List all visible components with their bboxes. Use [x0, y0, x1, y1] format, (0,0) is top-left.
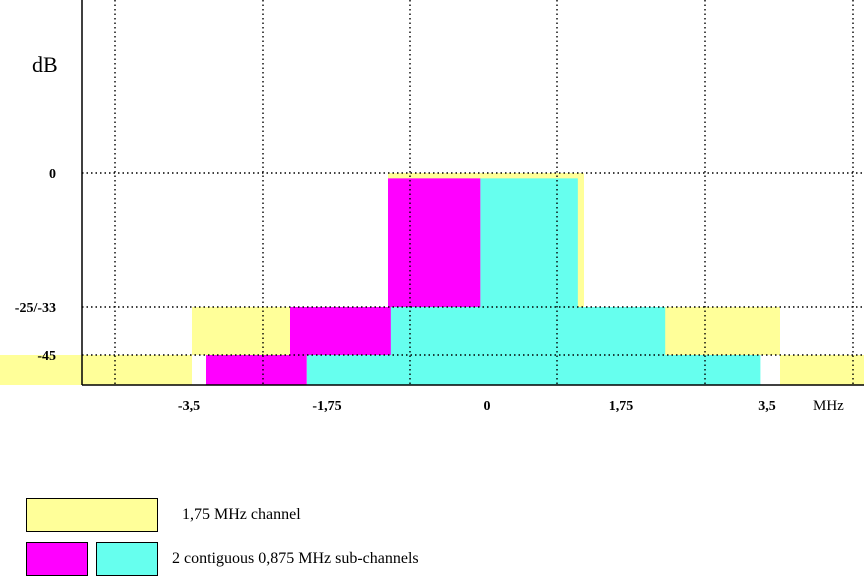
- mask-block-2-2: [306, 355, 761, 385]
- legend-swatch-yellow: [26, 498, 158, 532]
- legend-item-subchannels: 2 contiguous 0,875 MHz sub-channels: [26, 542, 419, 576]
- x-tick-label-0: -3,5: [178, 399, 200, 414]
- y-tick-label-2: -45: [37, 349, 56, 364]
- legend-swatch-cyan: [96, 542, 158, 576]
- y-axis-label: dB: [32, 52, 58, 77]
- x-tick-label-4: 3,5: [758, 399, 776, 414]
- x-tick-label-1: -1,75: [312, 399, 341, 414]
- mask-block-0-3: [0, 355, 192, 385]
- legend-label-channel: 1,75 MHz channel: [182, 506, 301, 523]
- mask-block-1-2: [206, 355, 307, 385]
- y-tick-label-1: -25/-33: [15, 301, 56, 316]
- x-tick-label-2: 0: [484, 399, 491, 414]
- x-axis-unit: MHz: [813, 398, 844, 414]
- mask-blocks: [0, 173, 864, 385]
- mask-block-0-4: [780, 355, 864, 385]
- legend-label-subchannels: 2 contiguous 0,875 MHz sub-channels: [172, 550, 419, 567]
- legend-swatch-magenta: [26, 542, 88, 576]
- x-tick-label-3: 1,75: [609, 399, 634, 414]
- mask-block-1-0: [388, 178, 481, 327]
- spectrum-mask-chart: -3,5 -1,75 0 1,75 3,5 0 -25/-33 -45 dB MHz: [0, 0, 864, 414]
- tick-labels: -3,5 -1,75 0 1,75 3,5 0 -25/-33 -45: [15, 167, 776, 414]
- legend-item-channel: 1,75 MHz channel: [26, 498, 301, 532]
- grid-lines: [82, 0, 864, 385]
- axes: [81, 0, 864, 386]
- y-tick-label-0: 0: [49, 167, 56, 182]
